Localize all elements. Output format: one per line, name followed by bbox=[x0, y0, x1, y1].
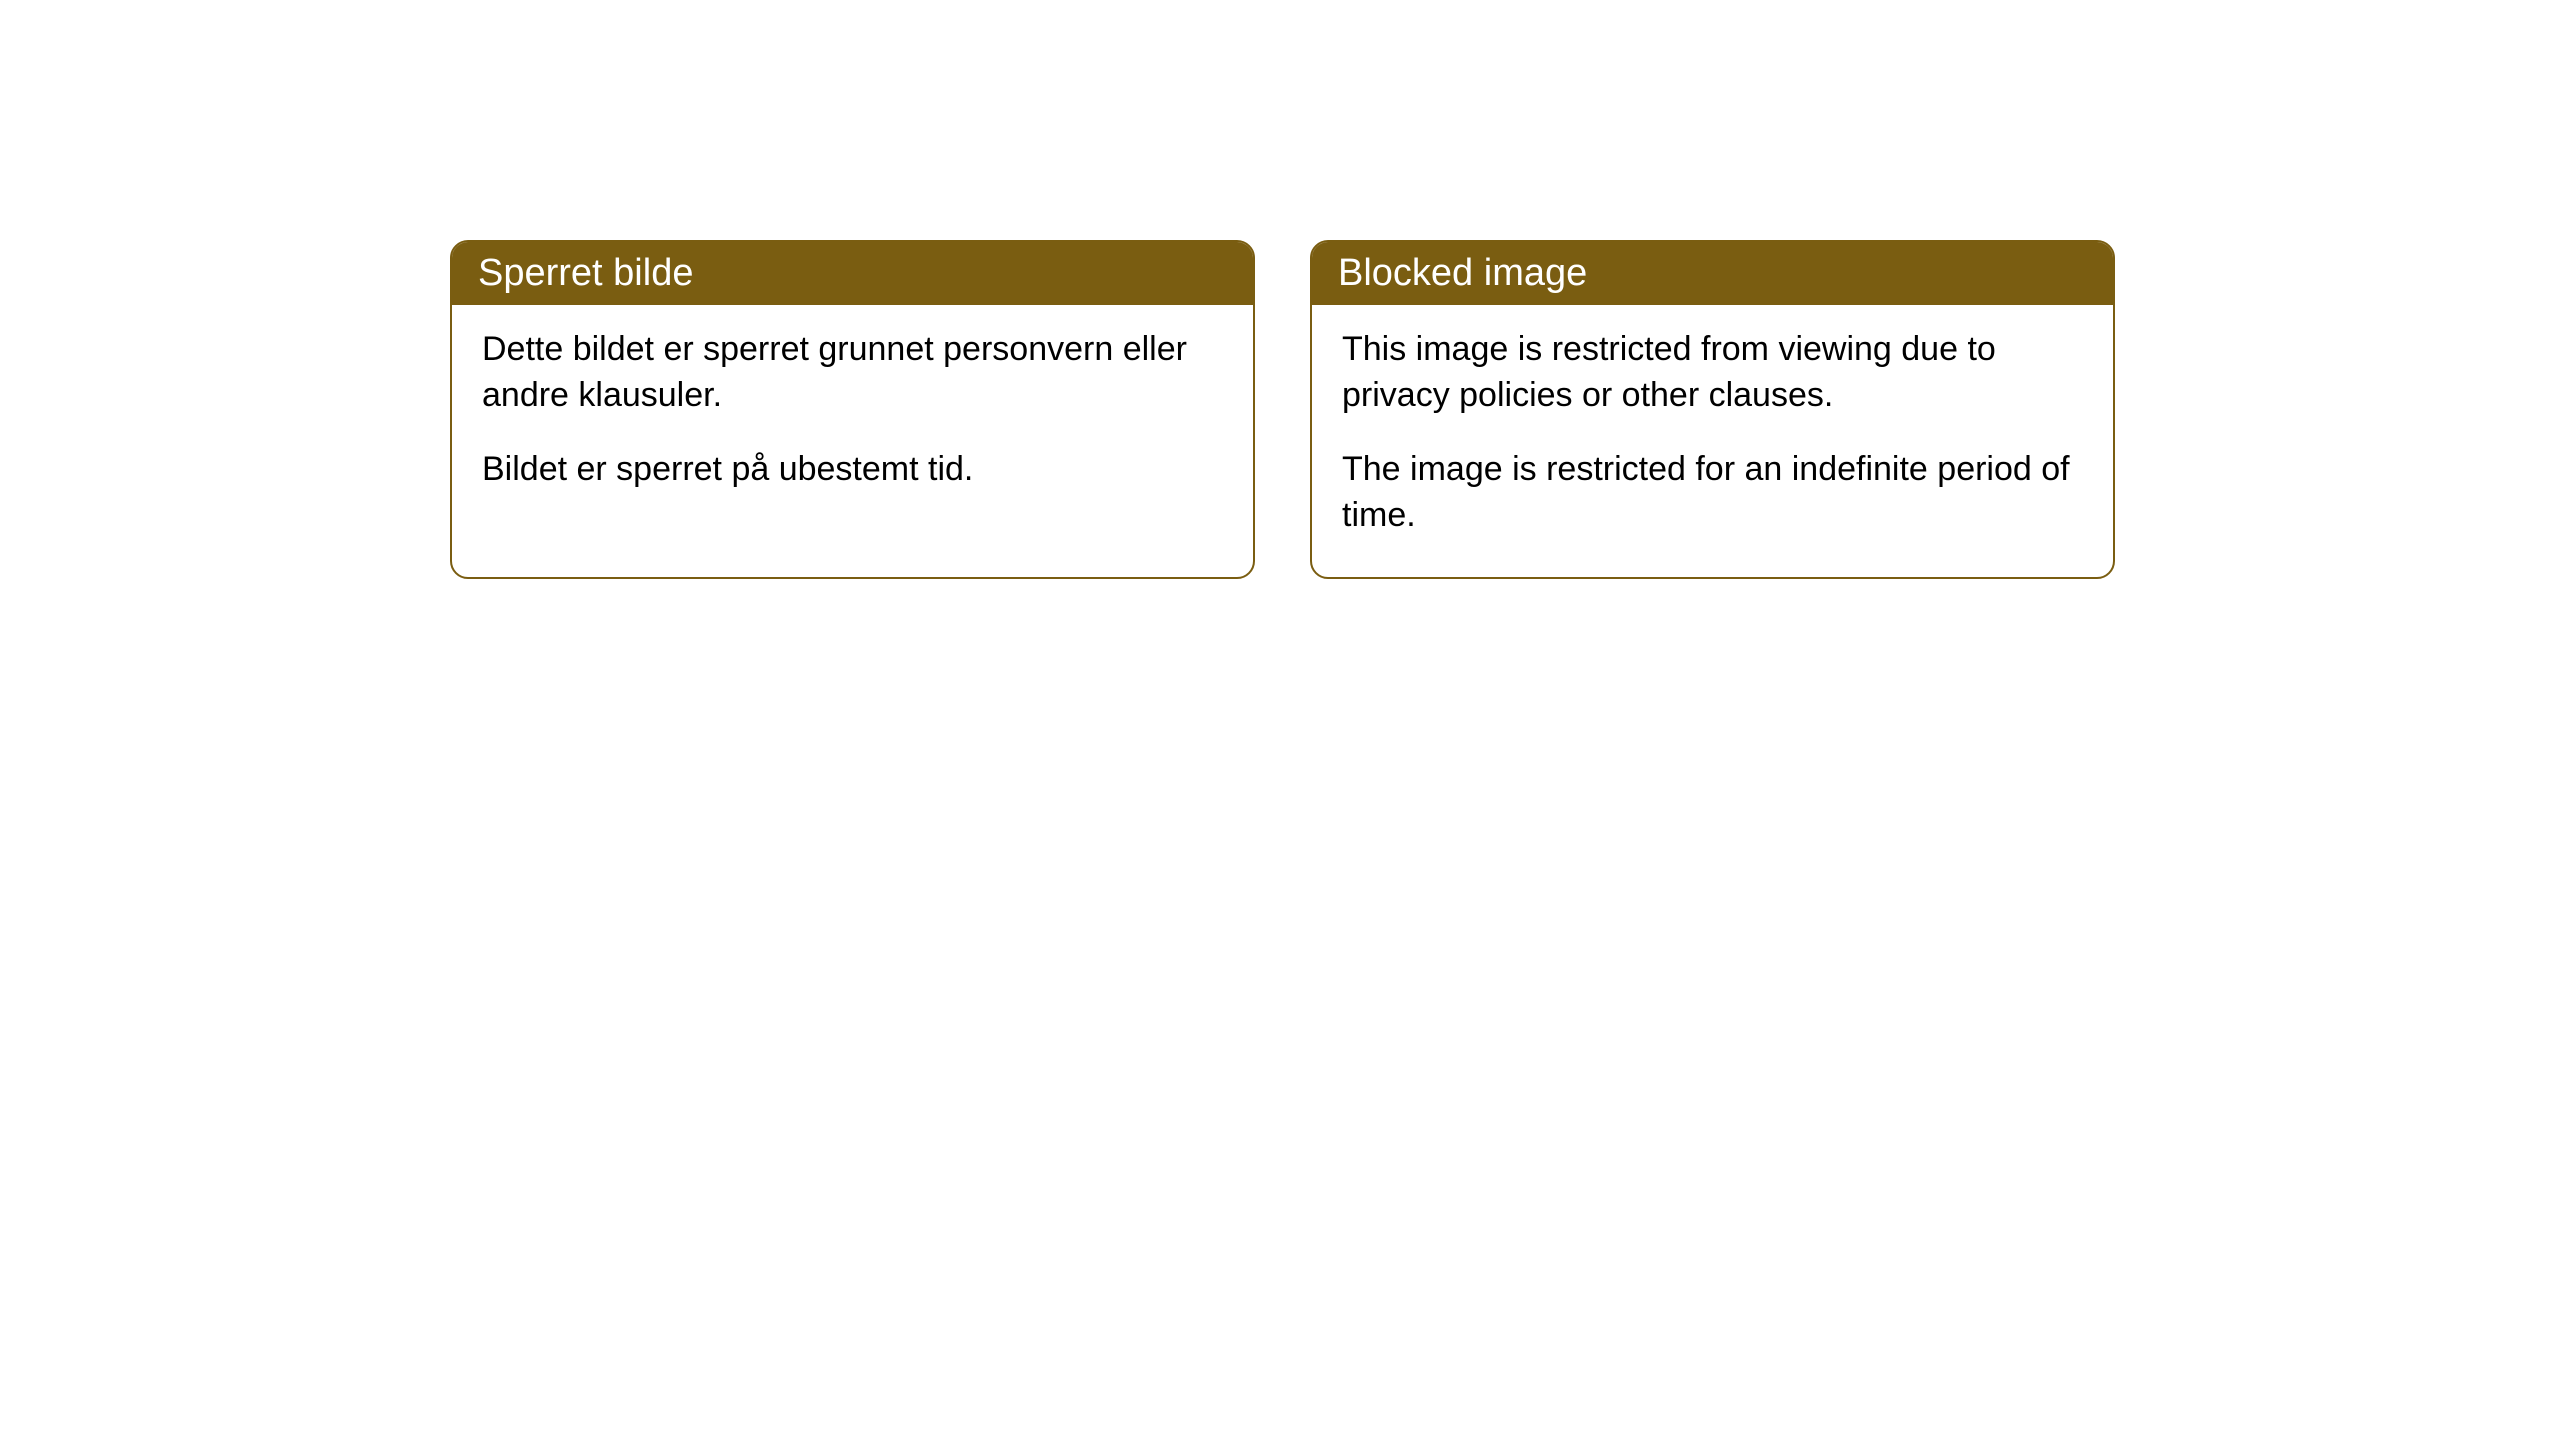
card-paragraph: This image is restricted from viewing du… bbox=[1342, 327, 2083, 419]
card-title: Sperret bilde bbox=[478, 252, 693, 294]
notice-cards-container: Sperret bilde Dette bildet er sperret gr… bbox=[450, 240, 2115, 579]
card-header: Sperret bilde bbox=[452, 242, 1253, 305]
card-paragraph: Dette bildet er sperret grunnet personve… bbox=[482, 327, 1223, 419]
notice-card-norwegian: Sperret bilde Dette bildet er sperret gr… bbox=[450, 240, 1255, 579]
card-body: Dette bildet er sperret grunnet personve… bbox=[452, 305, 1253, 531]
card-paragraph: The image is restricted for an indefinit… bbox=[1342, 447, 2083, 539]
card-header: Blocked image bbox=[1312, 242, 2113, 305]
notice-card-english: Blocked image This image is restricted f… bbox=[1310, 240, 2115, 579]
card-paragraph: Bildet er sperret på ubestemt tid. bbox=[482, 447, 1223, 493]
card-body: This image is restricted from viewing du… bbox=[1312, 305, 2113, 577]
card-title: Blocked image bbox=[1338, 252, 1587, 294]
